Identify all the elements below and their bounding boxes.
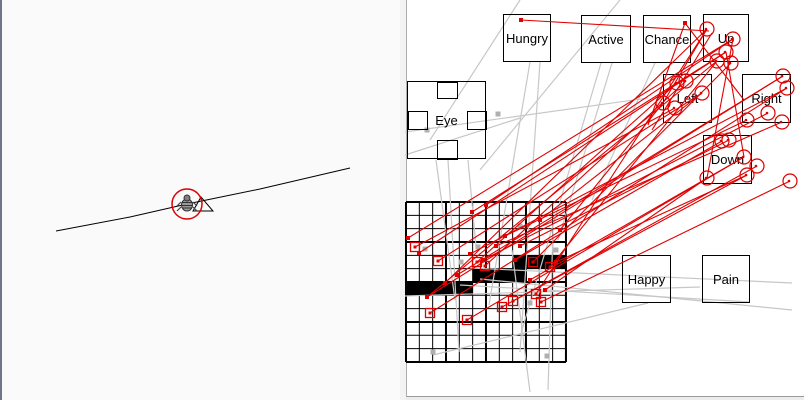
node-label: Active (588, 31, 624, 47)
node-label: Up (717, 30, 735, 46)
node-label: Eye (435, 112, 458, 128)
node-box-hungry[interactable]: Hungry (503, 14, 551, 62)
node-box-eye[interactable]: Eye (407, 81, 487, 160)
bottom-border (406, 397, 804, 400)
node-label: Pain (712, 271, 740, 287)
node-label: Left (676, 91, 699, 106)
node-label: Happy (627, 271, 666, 287)
node-box-right[interactable]: Right (742, 74, 791, 123)
eye-receptor-square (437, 140, 458, 160)
node-box-down[interactable]: Down (703, 135, 752, 184)
node-box-active[interactable]: Active (581, 15, 631, 63)
world-panel[interactable] (0, 0, 402, 400)
eye-receptor-square (408, 111, 428, 130)
node-box-up[interactable]: Up (703, 14, 749, 62)
node-label: Down (710, 152, 745, 167)
node-box-pain[interactable]: Pain (702, 255, 750, 303)
panel-divider (400, 0, 406, 400)
node-label: Right (751, 91, 782, 106)
node-box-happy[interactable]: Happy (622, 255, 671, 303)
node-label: Chance (644, 31, 690, 47)
node-box-chance[interactable]: Chance (643, 15, 691, 63)
node-box-left[interactable]: Left (663, 74, 712, 123)
eye-receptor-square (437, 82, 458, 99)
eye-receptor-square (467, 111, 487, 130)
node-label: Hungry (506, 30, 548, 46)
